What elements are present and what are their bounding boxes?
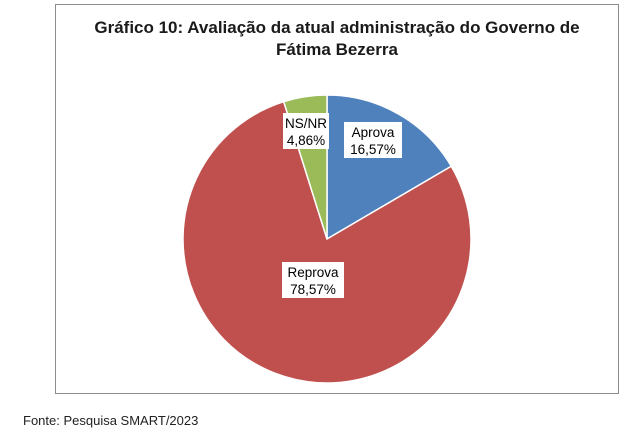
- data-label-name-reprova: Reprova: [287, 265, 339, 280]
- data-label-aprova: Aprova 16,57%: [344, 122, 402, 158]
- data-label-name-ns-nr: NS/NR: [285, 116, 327, 131]
- data-label-value-ns-nr: 4,86%: [287, 133, 325, 148]
- chart-title-line-2: Fátima Bezerra: [276, 40, 398, 59]
- data-label-box-reprova: [282, 262, 344, 298]
- data-label-box-ns-nr: [283, 113, 329, 149]
- chart-title: Gráfico 10: Avaliação da atual administr…: [56, 17, 618, 61]
- chart-title-line-1: Gráfico 10: Avaliação da atual administr…: [94, 18, 580, 37]
- data-label-box-aprova: [344, 122, 402, 158]
- data-label-reprova: Reprova 78,57%: [282, 262, 344, 298]
- pie-slice-reprova: [182, 100, 472, 384]
- data-label-value-aprova: 16,57%: [350, 142, 396, 157]
- data-label-ns-nr: NS/NR 4,86%: [283, 113, 329, 149]
- data-label-value-reprova: 78,57%: [290, 282, 336, 297]
- source-note: Fonte: Pesquisa SMART/2023: [23, 413, 199, 428]
- data-label-name-aprova: Aprova: [352, 125, 395, 140]
